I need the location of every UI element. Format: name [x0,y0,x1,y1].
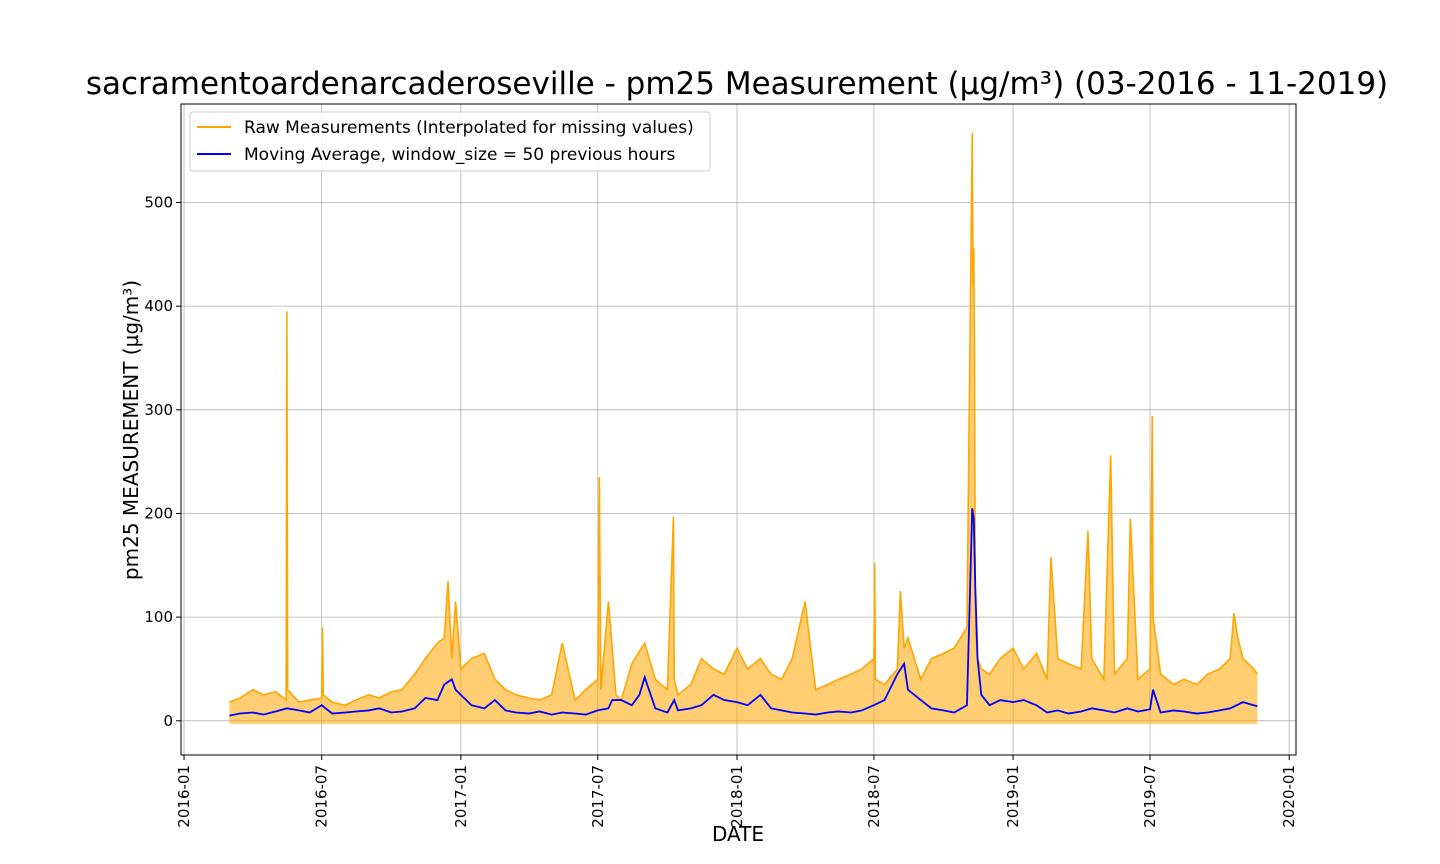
y-axis-label: pm25 MEASUREMENT (µg/m³) [119,280,143,580]
raw-measurements-line [229,133,1259,707]
x-tick-label-2019-07: 2019-07 [1141,765,1159,828]
x-tick-label-2017-07: 2017-07 [589,765,607,828]
raw-measurements-envelope [229,133,1258,724]
x-tick-label-2016-01: 2016-01 [175,765,193,828]
moving-average-line [229,508,1258,717]
x-tick-label-2018-07: 2018-07 [865,765,883,828]
x-tick-label-2016-07: 2016-07 [313,765,331,828]
y-tick-label-500: 500 [144,193,173,211]
x-tick-label-2017-01: 2017-01 [452,765,470,828]
x-axis-label: DATE [712,822,764,846]
legend-label-raw: Raw Measurements (Interpolated for missi… [244,118,694,138]
legend-label-moving-average: Moving Average, window_size = 50 previou… [244,145,676,165]
chart-title: sacramentoardenarcaderoseville - pm25 Me… [86,66,1388,102]
x-tick-label-2019-01: 2019-01 [1004,765,1022,828]
y-tick-label-100: 100 [144,608,173,626]
y-tick-label-400: 400 [144,297,173,315]
y-tick-label-200: 200 [144,504,173,522]
x-tick-label-2020-01: 2020-01 [1280,765,1298,828]
y-axis-ticks: 0 100 200 300 400 500 [144,193,181,730]
y-tick-label-300: 300 [144,401,173,419]
raw-measurements-band [229,133,1258,724]
series-layer [229,133,1259,717]
legend-box [189,111,711,172]
x-axis-ticks: 2016-01 2016-07 2017-01 2017-07 2018-01 2018-… [175,755,1298,828]
x-tick-label-2018-01: 2018-01 [728,765,746,828]
plot-frame [180,103,1297,756]
y-tick-label-0: 0 [163,712,173,730]
legend: Raw Measurements (Interpolated for missi… [189,111,711,172]
